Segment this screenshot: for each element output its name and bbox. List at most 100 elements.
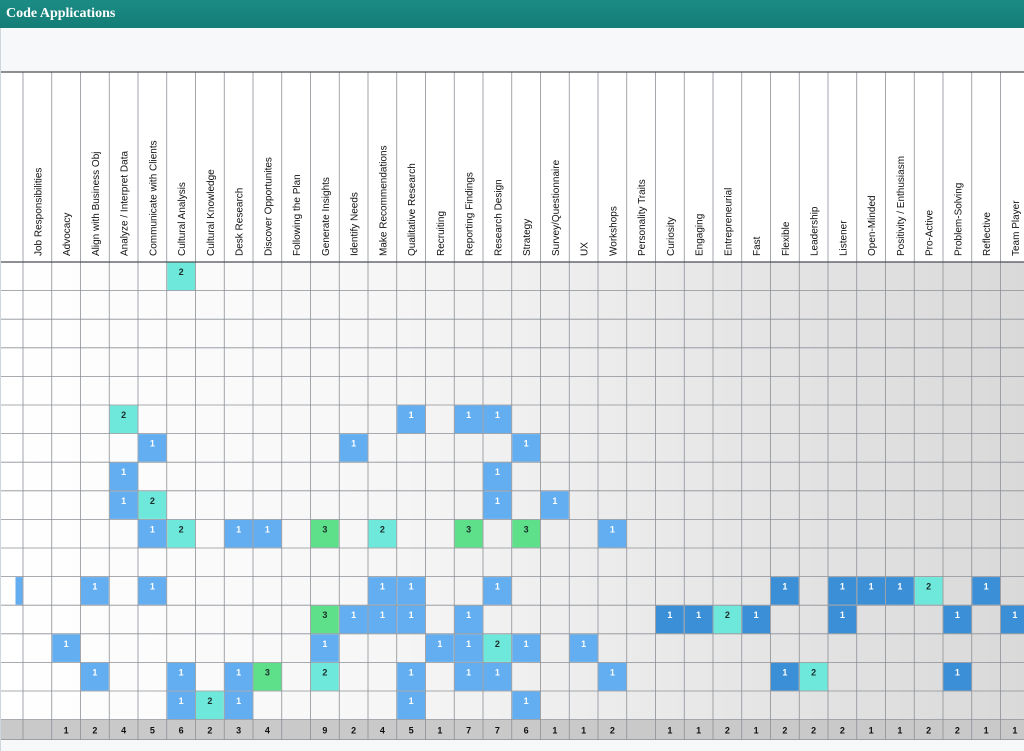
code-count-cell[interactable]	[972, 577, 1000, 605]
code-count-cell[interactable]	[569, 634, 598, 662]
column-header[interactable]: Communicate with Clients	[148, 140, 159, 256]
code-count-cell[interactable]	[138, 577, 167, 605]
code-count-cell[interactable]	[339, 434, 368, 462]
column-header[interactable]: Qualitative Research	[407, 163, 418, 256]
code-count-cell[interactable]	[799, 662, 828, 691]
code-count-cell[interactable]	[483, 491, 512, 519]
code-count-cell[interactable]	[397, 662, 425, 691]
code-count-cell[interactable]	[167, 519, 195, 548]
code-count-cell[interactable]	[397, 577, 425, 605]
column-header[interactable]: Team Player	[1011, 200, 1022, 256]
code-count-cell[interactable]	[109, 491, 138, 519]
code-count-cell[interactable]	[454, 405, 483, 434]
code-count-cell[interactable]	[943, 662, 972, 691]
column-header[interactable]: Discover Opportunites	[263, 157, 274, 256]
code-count-cell[interactable]	[914, 577, 943, 605]
code-count-cell[interactable]	[167, 691, 195, 720]
code-count-cell[interactable]	[52, 634, 80, 662]
code-count-cell[interactable]	[684, 605, 713, 634]
column-header[interactable]: Cultural Knowledge	[206, 169, 217, 256]
code-count-cell[interactable]	[454, 662, 483, 691]
code-count-cell[interactable]	[598, 662, 627, 691]
column-header[interactable]: Cultural Analysis	[177, 182, 188, 256]
code-count-cell[interactable]	[196, 691, 224, 720]
column-header[interactable]: Survey/Questionnaire	[551, 159, 562, 256]
code-count-cell[interactable]	[426, 634, 454, 662]
code-count-cell[interactable]	[454, 634, 483, 662]
code-count-cell[interactable]	[224, 662, 253, 691]
column-header[interactable]: Open-Minded	[867, 195, 878, 256]
column-header[interactable]: Engaging	[695, 214, 706, 256]
code-count-cell[interactable]	[109, 405, 138, 434]
code-count-cell[interactable]	[81, 662, 109, 691]
code-count-cell[interactable]	[771, 577, 799, 605]
column-header[interactable]: Job Responsibilities	[33, 168, 44, 256]
code-count-cell[interactable]	[483, 405, 512, 434]
code-count-cell[interactable]	[541, 491, 569, 519]
code-count-cell[interactable]	[224, 691, 253, 720]
column-header[interactable]: Personality Traits	[637, 179, 648, 256]
code-count-cell[interactable]	[311, 634, 339, 662]
code-count-cell[interactable]	[109, 462, 138, 491]
column-header[interactable]: Strategy	[522, 219, 533, 256]
column-header[interactable]: Curiosity	[666, 217, 677, 256]
column-header[interactable]: Recruiting	[436, 211, 447, 256]
code-count-cell[interactable]	[454, 605, 483, 634]
column-header[interactable]: Research Design	[493, 179, 504, 256]
code-count-cell[interactable]	[253, 519, 282, 548]
code-count-cell[interactable]	[857, 577, 885, 605]
column-header[interactable]: Reporting Findings	[465, 172, 476, 256]
code-count-cell[interactable]	[512, 434, 540, 462]
code-count-cell[interactable]	[339, 605, 368, 634]
code-count-cell[interactable]	[138, 519, 167, 548]
code-count-cell[interactable]	[771, 662, 799, 691]
code-count-cell[interactable]	[311, 605, 339, 634]
column-header[interactable]: Make Recommendations	[378, 145, 389, 256]
code-matrix-panel[interactable]: Job Responsibilities Advocacy Align with B…	[0, 28, 1024, 751]
column-header[interactable]: Leadership	[810, 206, 821, 256]
column-header[interactable]: Fast	[752, 236, 763, 256]
column-header[interactable]: Reflective	[982, 212, 993, 256]
code-count-cell[interactable]	[397, 691, 425, 720]
code-count-cell[interactable]	[828, 605, 857, 634]
code-count-cell[interactable]	[368, 605, 397, 634]
code-count-cell[interactable]	[483, 662, 512, 691]
code-count-cell[interactable]	[512, 691, 540, 720]
column-header[interactable]: Align with Business Obj	[91, 152, 102, 257]
column-header[interactable]: Advocacy	[62, 213, 73, 256]
code-count-cell[interactable]	[167, 662, 195, 691]
code-count-cell[interactable]	[15, 577, 23, 605]
column-header[interactable]: Flexible	[781, 221, 792, 256]
code-count-cell[interactable]	[368, 519, 397, 548]
code-count-cell[interactable]	[1001, 605, 1024, 634]
code-count-cell[interactable]	[713, 605, 742, 634]
column-header[interactable]: Desk Research	[235, 188, 246, 256]
column-header[interactable]: Following the Plan	[292, 174, 303, 256]
code-count-cell[interactable]	[483, 577, 512, 605]
code-count-cell[interactable]	[656, 605, 684, 634]
column-header[interactable]: Positivity / Enthusiasm	[896, 156, 907, 256]
column-header[interactable]: Generate Insights	[321, 177, 332, 256]
code-count-cell[interactable]	[742, 605, 770, 634]
code-count-cell[interactable]	[397, 605, 425, 634]
code-count-cell[interactable]	[311, 662, 339, 691]
code-count-cell[interactable]	[81, 577, 109, 605]
code-count-cell[interactable]	[454, 519, 483, 548]
code-count-cell[interactable]	[886, 577, 914, 605]
code-count-cell[interactable]	[483, 634, 512, 662]
code-count-cell[interactable]	[828, 577, 857, 605]
column-header[interactable]: Analyze / Interpret Data	[120, 151, 131, 256]
code-count-cell[interactable]	[368, 577, 397, 605]
code-count-cell[interactable]	[943, 605, 972, 634]
code-count-cell[interactable]	[598, 519, 627, 548]
code-count-cell[interactable]	[253, 662, 282, 691]
column-header[interactable]: UX	[580, 242, 591, 256]
column-header[interactable]: Workshops	[608, 206, 619, 256]
code-count-cell[interactable]	[397, 405, 425, 434]
code-count-cell[interactable]	[224, 519, 253, 548]
column-header[interactable]: Listener	[838, 220, 849, 256]
code-count-cell[interactable]	[512, 519, 540, 548]
code-count-cell[interactable]	[167, 262, 195, 291]
code-count-cell[interactable]	[138, 491, 167, 519]
code-count-cell[interactable]	[138, 434, 167, 462]
